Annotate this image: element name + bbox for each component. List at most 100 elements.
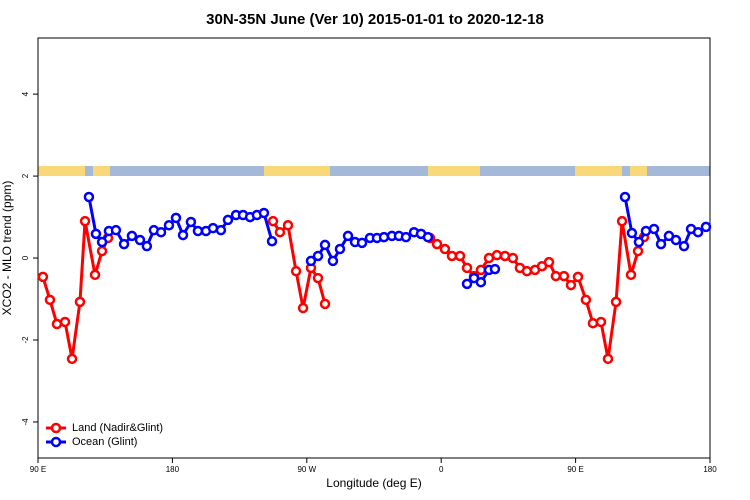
data-point (454, 250, 466, 262)
data-point (83, 191, 95, 203)
land-mask-strip (38, 166, 710, 176)
data-point (37, 271, 49, 283)
data-point (670, 234, 682, 246)
data-point (185, 216, 197, 228)
data-point (342, 230, 354, 242)
data-point (580, 294, 592, 306)
data-point (177, 229, 189, 241)
land-strip (575, 166, 622, 176)
data-point (110, 224, 122, 236)
legend-label: Land (Nadir&Glint) (72, 422, 163, 434)
data-point (74, 296, 86, 308)
data-point (461, 278, 473, 290)
ocean-strip (38, 166, 710, 176)
data-point (141, 240, 153, 252)
data-point (491, 249, 503, 261)
land-strip (428, 166, 480, 176)
data-point (550, 270, 562, 282)
data-point (96, 236, 108, 248)
x-tick-label: 90 E (567, 465, 583, 474)
data-point (626, 227, 638, 239)
x-axis-label: Longitude (deg E) (326, 476, 421, 490)
data-point (305, 255, 317, 267)
y-tick-label: -4 (21, 418, 30, 426)
data-point (439, 243, 451, 255)
data-point (633, 236, 645, 248)
land-strip (630, 166, 647, 176)
data-point (678, 240, 690, 252)
data-point (587, 317, 599, 329)
land-strip (93, 166, 110, 176)
x-tick-label: 0 (439, 465, 444, 474)
data-point (266, 235, 278, 247)
data-point (692, 226, 704, 238)
data-point (400, 231, 412, 243)
data-point (610, 296, 622, 308)
data-point (475, 276, 487, 288)
data-point (700, 221, 712, 233)
legend-marker (50, 436, 62, 448)
data-point (431, 238, 443, 250)
y-tick-label: 2 (21, 173, 30, 178)
data-point (222, 214, 234, 226)
data-point (489, 263, 501, 275)
legend-marker (50, 422, 62, 434)
data-point (90, 228, 102, 240)
data-point (507, 252, 519, 264)
data-point (297, 302, 309, 314)
data-point (356, 237, 368, 249)
y-tick-label: 4 (21, 91, 30, 96)
plot-frame (37, 37, 711, 459)
data-point (79, 215, 91, 227)
y-axis-label: XCO2 - MLO trend (ppm) (0, 181, 14, 316)
data-point (619, 191, 631, 203)
data-point (558, 270, 570, 282)
data-point (258, 207, 270, 219)
data-point (118, 238, 130, 250)
data-point (274, 226, 286, 238)
data-point (319, 239, 331, 251)
data-point (446, 250, 458, 262)
data-point (170, 212, 182, 224)
data-point (572, 271, 584, 283)
y-tick-label: 0 (21, 255, 30, 260)
data-point (640, 225, 652, 237)
x-tick-label: 180 (166, 465, 180, 474)
data-point (422, 231, 434, 243)
land-strip (38, 166, 85, 176)
data-point (319, 298, 331, 310)
data-point (96, 245, 108, 257)
legend: Land (Nadir&Glint) Ocean (Glint) (46, 422, 163, 448)
data-point (89, 269, 101, 281)
data-point (565, 279, 577, 291)
x-tick-label: 180 (703, 465, 717, 474)
data-point (126, 230, 138, 242)
data-point (163, 220, 175, 231)
data-point (312, 272, 324, 284)
data-point (267, 215, 279, 227)
data-point (655, 238, 667, 250)
data-point (602, 353, 614, 365)
x-tick-label: 90 W (297, 465, 316, 474)
data-point (192, 225, 204, 237)
data-point (155, 226, 167, 238)
data-point (461, 262, 473, 274)
data-point (134, 234, 146, 246)
data-point (616, 215, 628, 227)
data-point (59, 316, 71, 328)
data-point (648, 223, 660, 235)
data-point (334, 243, 346, 255)
y-tick-label: -2 (21, 336, 30, 344)
chart-title: 30N-35N June (Ver 10) 2015-01-01 to 2020… (206, 11, 544, 28)
data-point (632, 245, 644, 257)
land-strip (264, 166, 330, 176)
data-point (595, 316, 607, 328)
data-point (282, 220, 294, 231)
data-point (66, 353, 78, 365)
x-tick-label: 90 E (30, 465, 46, 474)
data-point (51, 318, 63, 330)
data-point (543, 256, 555, 268)
data-point (312, 250, 324, 262)
